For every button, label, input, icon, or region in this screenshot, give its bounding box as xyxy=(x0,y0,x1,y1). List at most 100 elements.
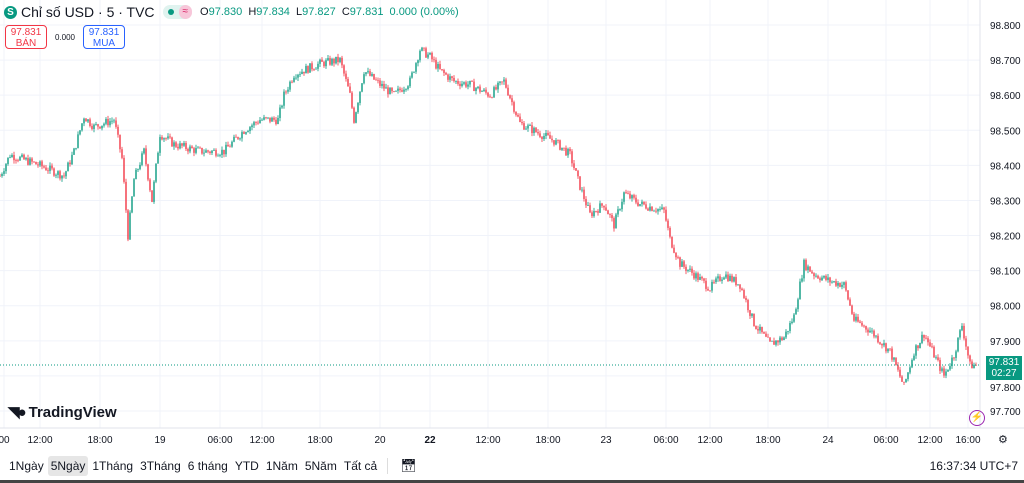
logo-text: TradingView xyxy=(28,403,117,421)
range-button[interactable]: 1Tháng xyxy=(92,459,134,473)
candle-body xyxy=(435,59,437,69)
lightning-icon[interactable]: ⚡ xyxy=(969,410,985,426)
settings-icon[interactable]: ⚙ xyxy=(998,434,1008,446)
candle-body xyxy=(273,117,275,120)
candle-body xyxy=(871,330,873,332)
candle-body xyxy=(271,117,273,122)
price-chart[interactable]: 98.800 98.700 98.600 98.500 98.400 98.300 98.2… xyxy=(0,0,1024,452)
candle-body xyxy=(387,87,389,95)
candle-body xyxy=(859,321,861,323)
candle-body xyxy=(525,128,527,130)
candle-body xyxy=(409,77,411,87)
candle-body xyxy=(301,71,303,74)
candle-body xyxy=(195,148,197,153)
candle-body xyxy=(365,72,367,75)
time-tick-label: 12:00 xyxy=(697,435,722,446)
candle-body xyxy=(421,47,423,51)
buy-button[interactable]: 97.831 MUA xyxy=(83,25,125,49)
candle-body xyxy=(889,348,891,350)
candle-body xyxy=(581,189,583,191)
open-label: O xyxy=(200,6,209,18)
candle-body xyxy=(957,337,959,352)
candle-body xyxy=(35,161,37,165)
candle-body xyxy=(97,124,99,127)
last-price: 97.831 xyxy=(988,357,1020,368)
candle-body xyxy=(753,313,755,327)
candle-body xyxy=(503,79,505,82)
candle-body xyxy=(795,309,797,315)
candle-body xyxy=(67,162,69,172)
clock[interactable]: 16:37:34 UTC+7 xyxy=(929,459,1018,473)
candle-body xyxy=(79,130,81,135)
candle-body xyxy=(749,310,751,316)
candle-body xyxy=(877,335,879,343)
candle-body xyxy=(379,80,381,86)
candle-body xyxy=(961,325,963,331)
candle-body xyxy=(491,97,493,99)
candle-body xyxy=(43,166,45,168)
candle-body xyxy=(531,125,533,134)
candle-body xyxy=(689,268,691,270)
candle-body xyxy=(723,277,725,280)
candle-body xyxy=(305,66,307,74)
tradingview-logo[interactable]: ◥● TradingView xyxy=(8,403,117,422)
calendar-goto-icon[interactable]: 📅︎ xyxy=(400,458,417,473)
candle-body xyxy=(711,281,713,291)
candle-body xyxy=(59,171,61,179)
candle-body xyxy=(233,136,235,142)
candle-body xyxy=(647,208,649,211)
candle-body xyxy=(705,280,707,289)
candle-body xyxy=(455,81,457,82)
candle-body xyxy=(709,290,711,292)
candle-body xyxy=(179,143,181,149)
candle-body xyxy=(469,80,471,85)
candle-body xyxy=(397,88,399,91)
time-tick-label: 06:00 xyxy=(207,435,232,446)
candle-body xyxy=(235,136,237,138)
range-button[interactable]: Tất cả xyxy=(343,459,378,473)
candle-body xyxy=(681,261,683,267)
candle-body xyxy=(879,342,881,344)
candle-body xyxy=(383,83,385,89)
candle-body xyxy=(389,87,391,95)
candle-body xyxy=(407,86,409,90)
candle-body xyxy=(53,168,55,176)
candle-body xyxy=(341,57,343,66)
candle-body xyxy=(171,137,173,147)
candle-body xyxy=(713,281,715,283)
range-button[interactable]: 1Năm xyxy=(265,459,298,473)
candle-body xyxy=(25,158,27,160)
candle-body xyxy=(135,169,137,180)
candle-body xyxy=(197,147,199,149)
candle-body xyxy=(281,105,283,108)
candle-body xyxy=(521,121,523,124)
candle-body xyxy=(519,116,521,122)
range-button[interactable]: 1Ngày xyxy=(9,459,44,473)
candle-body xyxy=(575,168,577,171)
bottom-toolbar: 1Ngày 5Ngày 1Tháng 3Tháng 6 tháng YTD 1Năm 5Năm… xyxy=(0,452,1024,480)
candle-body xyxy=(157,152,159,164)
candle-body xyxy=(225,144,227,155)
candle-body xyxy=(653,210,655,212)
candle-body xyxy=(381,83,383,86)
range-button[interactable]: YTD xyxy=(234,459,259,473)
candle-body xyxy=(727,274,729,281)
range-button[interactable]: 5Ngày xyxy=(47,456,89,476)
candle-body xyxy=(517,114,519,117)
range-button[interactable]: 6 tháng xyxy=(187,459,228,473)
candle-body xyxy=(867,329,869,333)
range-button[interactable]: 3Tháng xyxy=(140,459,181,473)
candle-body xyxy=(513,102,515,112)
candle-body xyxy=(967,346,969,356)
candle-body xyxy=(91,125,93,129)
range-button[interactable]: 5Năm xyxy=(304,459,337,473)
sell-button[interactable]: 97.831 BÁN xyxy=(5,25,47,49)
candle-body xyxy=(463,82,465,84)
candle-body xyxy=(761,326,763,333)
market-status-pill[interactable]: ≈ xyxy=(162,5,193,19)
candle-body xyxy=(737,284,739,286)
candle-body xyxy=(621,201,623,210)
candle-body xyxy=(499,81,501,83)
candle-body xyxy=(73,148,75,155)
symbol-title[interactable]: Chỉ số USD · 5 · TVC xyxy=(21,4,155,20)
